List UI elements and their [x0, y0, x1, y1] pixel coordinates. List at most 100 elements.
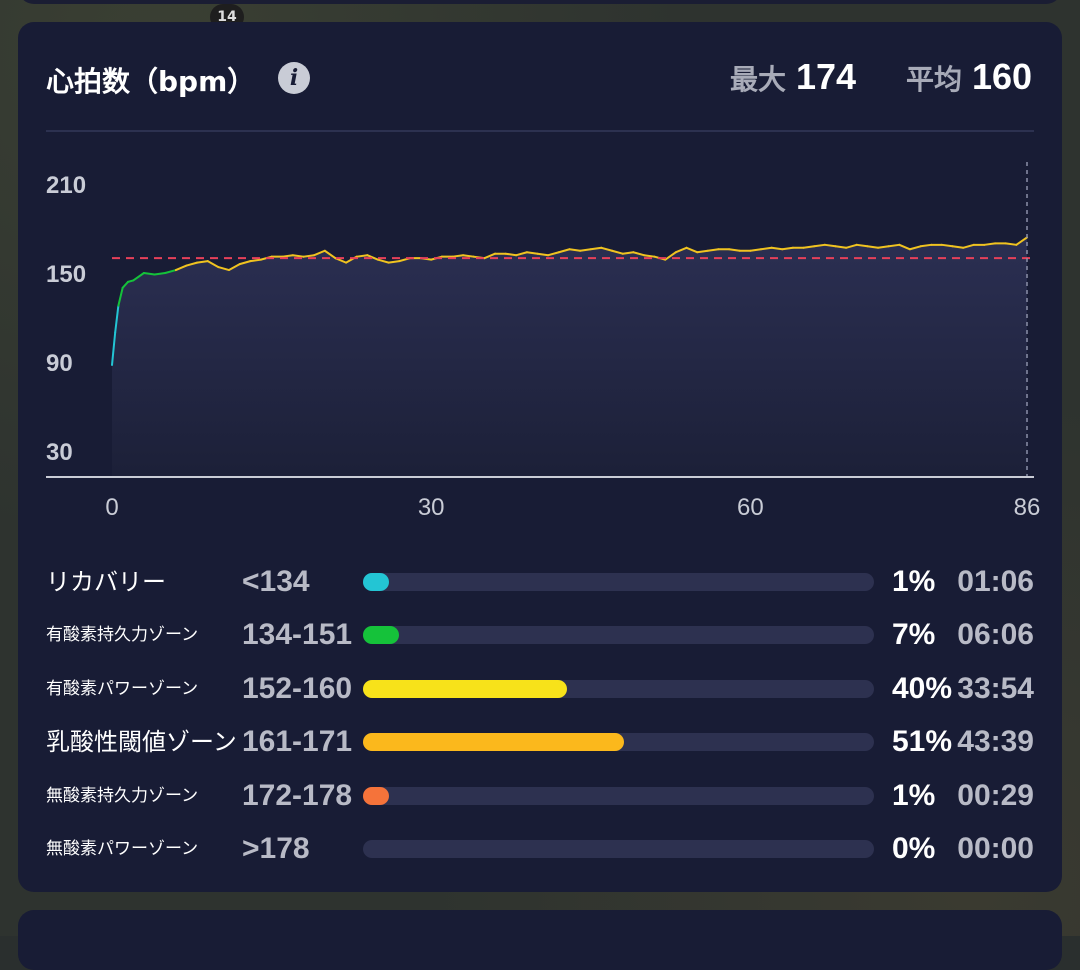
chart-line-segment: [760, 246, 773, 251]
chart-line-segment: [238, 260, 252, 266]
chart-line-segment: [579, 248, 592, 252]
chart-line-segment: [153, 272, 167, 276]
chart-line-segment: [291, 254, 305, 258]
zone-time: 33:54: [957, 671, 1034, 705]
zone-progress-track: [363, 679, 874, 698]
y-tick-label: 90: [46, 350, 73, 377]
chart-line-segment: [323, 249, 337, 260]
chart-line-segment: [664, 251, 677, 261]
chart-line-segment: [111, 331, 117, 366]
chart-line-segment: [568, 248, 582, 252]
zone-percent: 1%: [892, 565, 936, 598]
chart-line-segment: [696, 249, 709, 254]
chart-line-segment: [898, 243, 911, 251]
chart-line-segment: [1015, 236, 1028, 246]
chart-line-segment: [834, 245, 848, 249]
chart-line-segment: [142, 272, 156, 276]
chart-line-segment: [940, 243, 954, 248]
chart-line-segment: [877, 245, 890, 249]
chart-line-segment: [557, 248, 571, 254]
zone-row: 有酸素持久力ゾーン 134-151 7% 06:06: [18, 615, 1062, 655]
zone-row: 無酸素パワーゾーン >178 0% 00:00: [18, 829, 1062, 869]
zone-range: 152-160: [242, 671, 353, 705]
y-tick-label: 30: [46, 439, 73, 466]
chart-line-segment: [228, 263, 241, 272]
chart-line-segment: [281, 254, 294, 258]
chart-line-segment: [547, 251, 560, 257]
avg-value: 160: [972, 56, 1033, 97]
chart-line-segment: [855, 243, 869, 248]
chart-line-segment: [185, 261, 199, 267]
chart-line-segment: [706, 248, 720, 252]
chart-line-segment: [962, 243, 975, 249]
previous-card: [18, 0, 1062, 4]
chart-line-segment: [206, 260, 220, 269]
chart-line-segment: [217, 266, 231, 272]
chart-line-segment: [589, 246, 603, 251]
zone-percent: 7%: [892, 618, 936, 652]
y-tick-label: 210: [46, 172, 86, 199]
zone-progress-fill: [363, 786, 389, 805]
max-value: 174: [796, 56, 857, 97]
chart-line-segment: [749, 248, 763, 252]
zone-time: 00:29: [957, 778, 1034, 812]
zone-row: 乳酸性閾値ゾーン 161-171 51% 43:39: [18, 722, 1062, 762]
chart-line-segment: [728, 248, 741, 252]
chart-line-segment: [174, 264, 188, 272]
zone-percent: 51%: [892, 725, 953, 759]
chart-line-segment: [845, 243, 858, 249]
zone-row: リカバリー <134 1% 01:06: [18, 562, 1062, 602]
zone-row: 有酸素パワーゾーン 152-160 40% 33:54: [18, 669, 1062, 709]
zone-range: >178: [242, 832, 310, 865]
zone-name: 有酸素パワーゾーン: [46, 678, 199, 699]
chart-line-segment: [674, 246, 688, 254]
chart-line-segment: [196, 260, 209, 264]
zone-range: 161-171: [242, 725, 353, 759]
zone-progress-fill: [363, 573, 389, 591]
next-card: [18, 910, 1062, 970]
chart-line-segment: [887, 243, 901, 248]
zone-progress-track: [363, 786, 874, 805]
chart-line-segment: [813, 243, 826, 248]
chart-line-segment: [132, 272, 145, 282]
x-tick-label: 0: [105, 494, 118, 521]
zone-progress-track: [363, 840, 874, 858]
chart-line-segment: [600, 246, 614, 252]
zone-range: <134: [242, 565, 310, 598]
card-title: 心拍数（bpm）: [46, 65, 256, 98]
zone-percent: 40%: [892, 671, 953, 705]
chart-line-segment: [866, 245, 880, 249]
chart-line-segment: [525, 251, 539, 255]
chart-area-fill: [112, 237, 1027, 476]
zone-progress-fill: [363, 679, 568, 698]
zone-time: 01:06: [957, 565, 1034, 598]
zone-progress-track: [363, 573, 874, 591]
chart-line-segment: [983, 242, 997, 246]
heart-rate-card: 心拍数（bpm） i 最大 174 平均 160 30 90 150 210 0 30 60 86…: [18, 22, 1062, 892]
chart-line-segment: [919, 243, 933, 248]
chart-line-segment: [536, 252, 550, 257]
header-divider: [46, 130, 1034, 132]
chart-line-segment: [515, 251, 528, 257]
chart-line-segment: [387, 260, 401, 264]
chart-line-segment: [164, 269, 177, 274]
info-icon[interactable]: i: [278, 62, 310, 94]
chart-line-segment: [621, 251, 635, 255]
x-tick-label: 86: [1014, 494, 1041, 521]
zone-progress-track: [363, 733, 874, 752]
x-tick-label: 60: [737, 494, 764, 521]
zone-percent: 1%: [892, 778, 936, 812]
chart-line-segment: [685, 246, 699, 254]
chart-line-segment: [632, 251, 645, 257]
zone-row: 無酸素持久力ゾーン 172-178 1% 00:29: [18, 776, 1062, 816]
max-label: 最大: [730, 63, 787, 96]
chart-line-segment: [483, 252, 497, 260]
heart-rate-chart: 30 90 150 210 0 30 60 86: [46, 162, 1041, 521]
chart-line-segment: [781, 246, 794, 251]
chart-line-segment: [355, 254, 369, 258]
chart-line-segment: [313, 249, 326, 257]
chart-line-segment: [117, 286, 124, 307]
chart-line-segment: [249, 258, 262, 263]
zone-progress-track: [363, 626, 874, 645]
chart-line-segment: [121, 280, 129, 289]
